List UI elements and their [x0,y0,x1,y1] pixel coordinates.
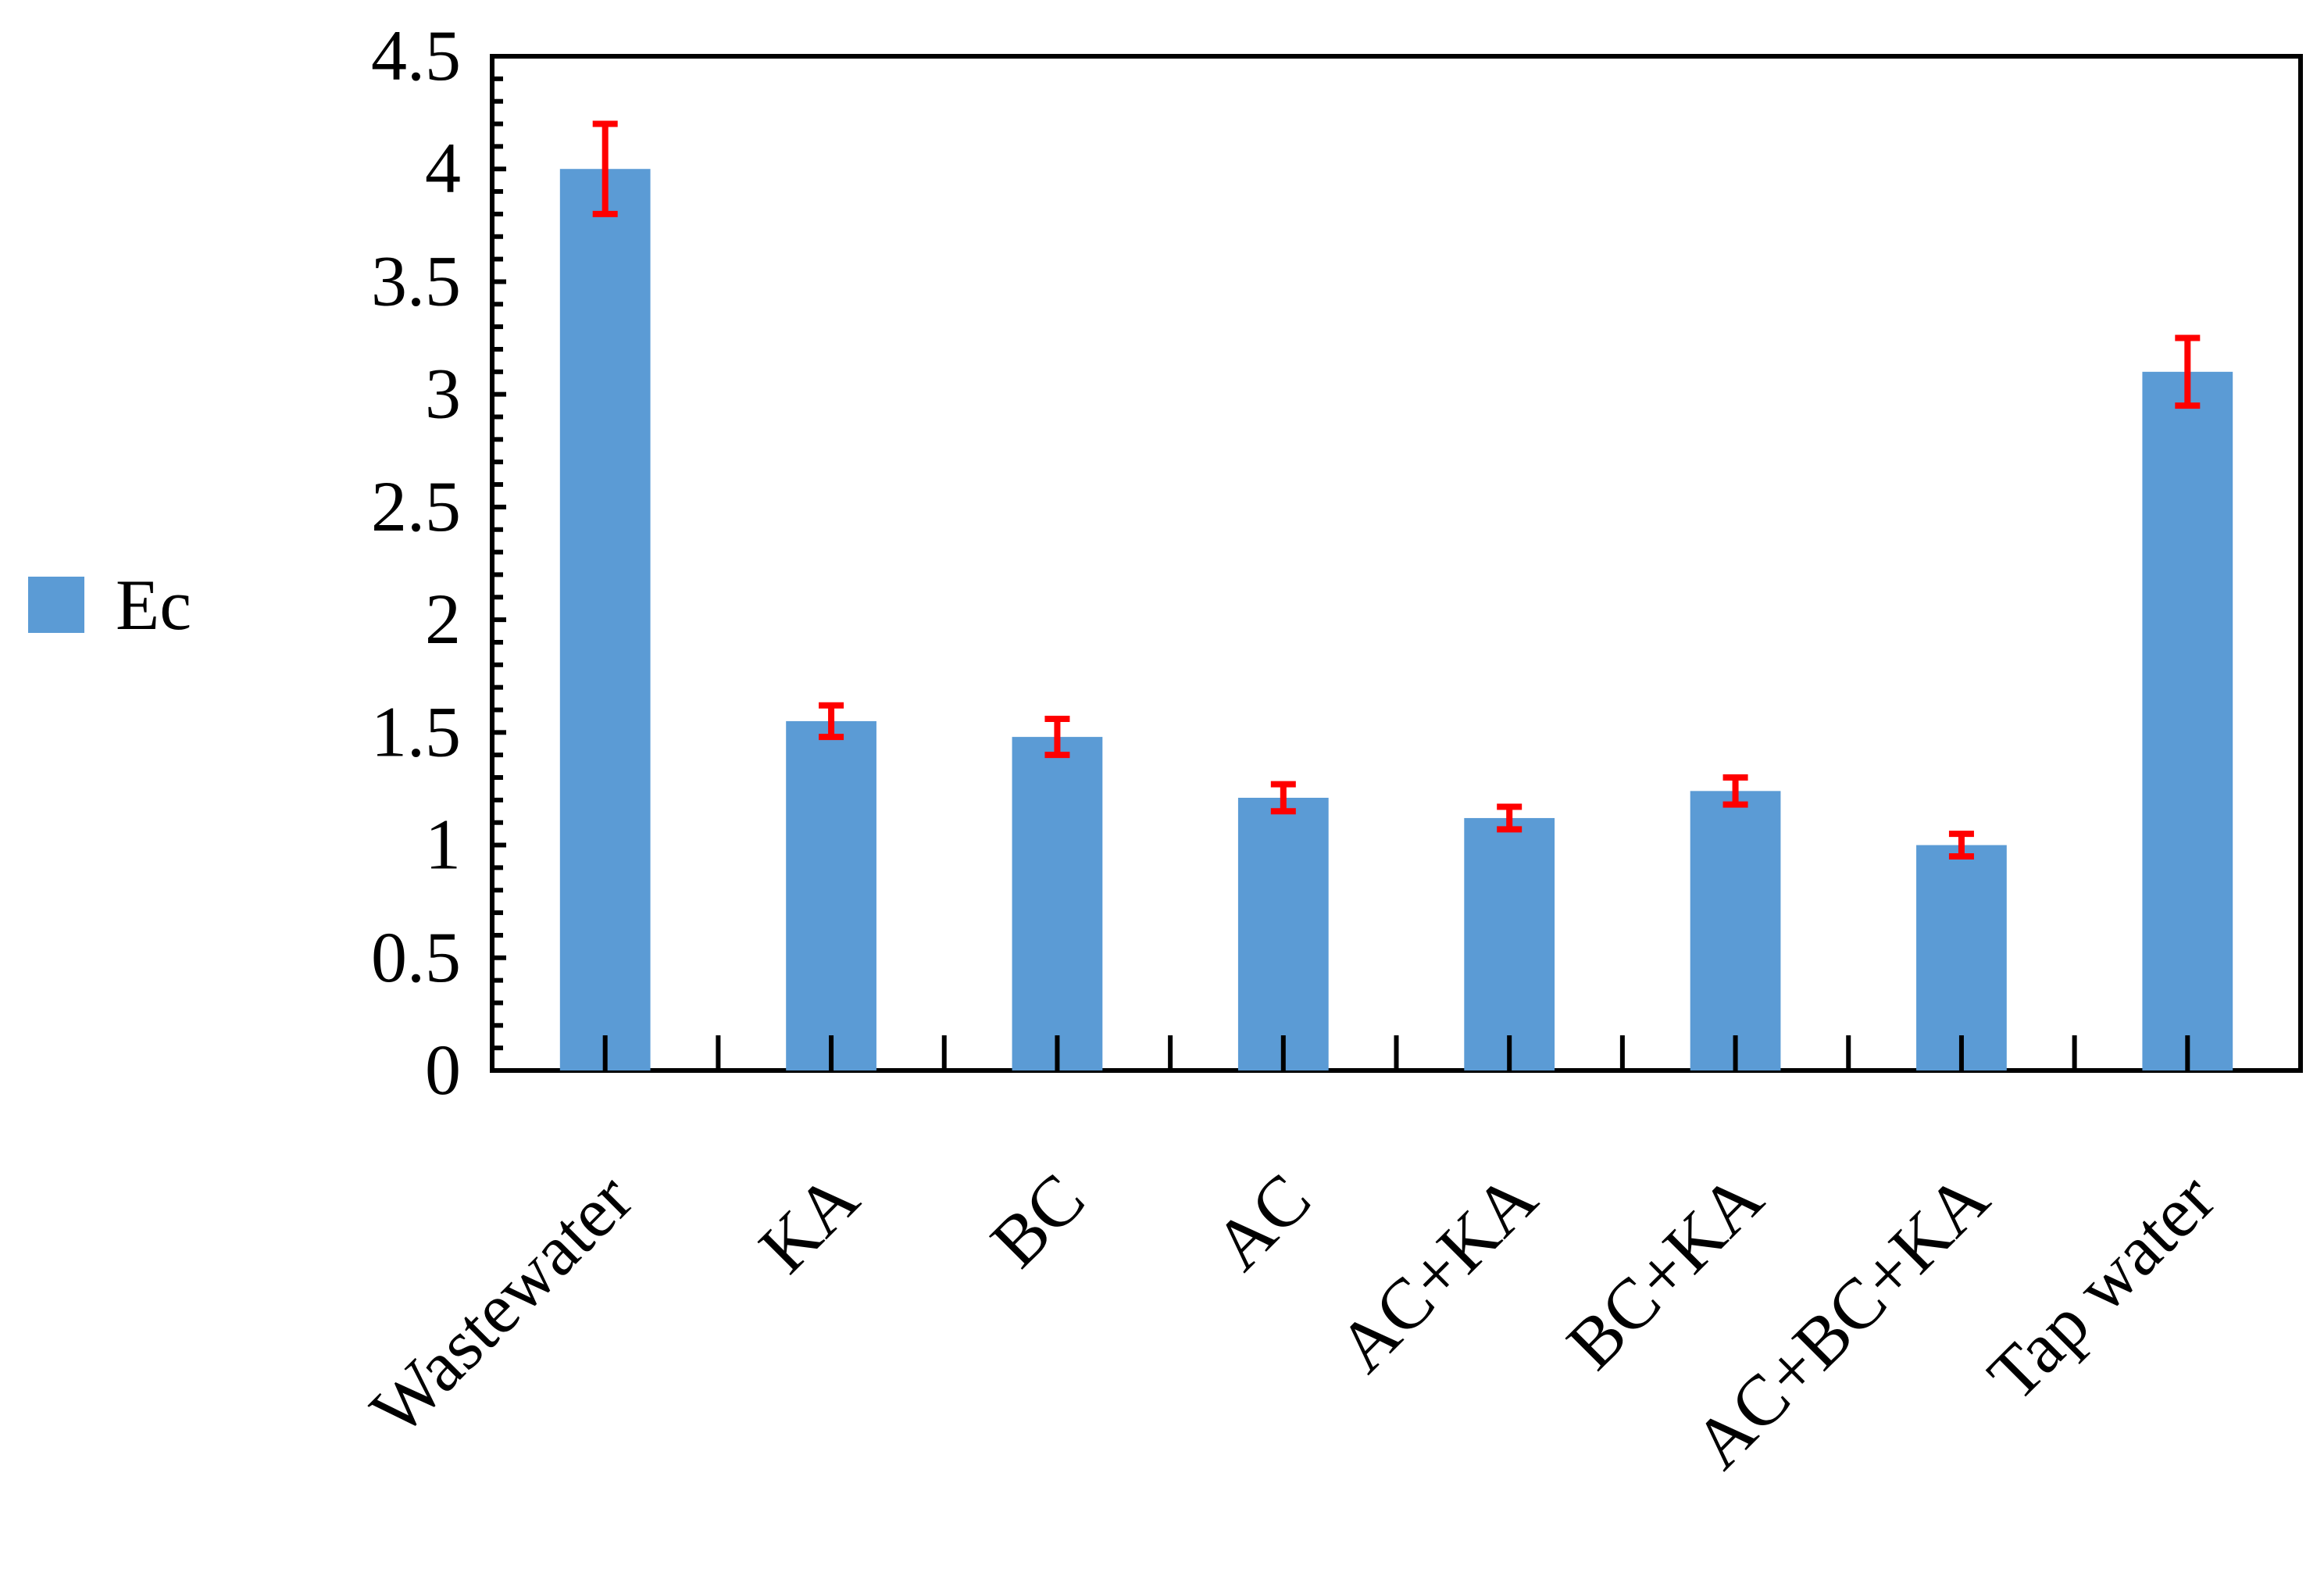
y-tick-label: 0.5 [371,917,461,997]
y-tick-label: 1.5 [371,692,461,771]
bar-tap-water [2142,371,2233,1070]
y-tick-label: 3 [425,354,461,434]
bar-bc-ka [1690,791,1781,1070]
y-tick-label: 3.5 [371,241,461,320]
y-tick-label: 4 [425,128,461,208]
bar-ac-ka [1464,817,1555,1070]
y-tick-label: 4.5 [371,16,461,95]
legend: Ec [28,565,191,645]
bar-ac [1237,797,1329,1070]
x-category-label: BC [976,1158,1100,1282]
bar-bc [1012,737,1103,1070]
plot-area-border [490,54,2303,1073]
y-tick-label: 0 [425,1030,461,1110]
x-category-label: Tap water [1972,1158,2229,1415]
plot-frame [490,54,2303,1073]
legend-swatch-ec [28,577,84,633]
x-category-label: AC [1198,1158,1326,1285]
y-tick-label: 1 [425,805,461,885]
bar-wastewater [559,169,651,1071]
x-category-label: BC+KA [1551,1158,1778,1385]
y-tick-label: 2 [425,579,461,659]
x-category-label: KA [744,1158,873,1288]
bars [559,169,2233,1071]
y-tick-label: 2.5 [371,466,461,546]
x-category-label: Wastewater [355,1158,648,1450]
y-axis: 0 0.5 1 1.5 2 2.5 3 3.5 4 4.5 [371,16,506,1110]
x-category-label: AC+KA [1323,1158,1551,1387]
error-bars [592,120,2201,860]
bar-ka [786,720,876,1070]
bar-ac-bc-ka [1916,845,2007,1070]
legend-label-ec: Ec [116,565,191,645]
